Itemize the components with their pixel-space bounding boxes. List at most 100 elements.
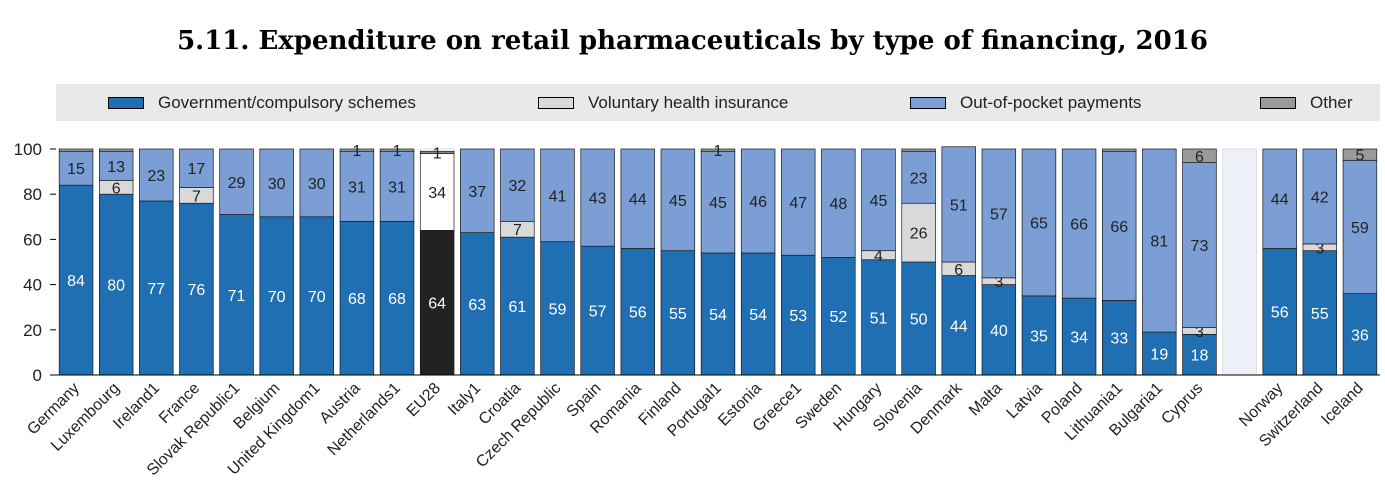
bar-segment	[299, 216, 334, 376]
data-label: 41	[549, 188, 567, 205]
category-label: Cyprus	[1158, 380, 1206, 428]
bar-segment	[58, 184, 94, 376]
data-label: 54	[709, 307, 727, 324]
legend-label-government: Government/compulsory schemes	[158, 92, 416, 112]
bar-segment	[821, 148, 856, 258]
legend-swatch-voluntary	[538, 96, 574, 109]
data-label: 34	[1070, 330, 1088, 347]
data-label: 31	[388, 179, 406, 196]
bar-segment	[339, 150, 375, 222]
bar-segment	[901, 148, 936, 152]
legend-label-out-of-pocket: Out-of-pocket payments	[960, 92, 1142, 112]
bar-segment	[299, 148, 334, 218]
data-label: 56	[1271, 305, 1289, 322]
data-label: 50	[910, 312, 928, 329]
data-label: 64	[428, 296, 446, 313]
data-label: 1	[433, 145, 442, 162]
bar-segment	[781, 254, 816, 376]
data-label: 40	[990, 323, 1008, 340]
bar-segment	[540, 148, 575, 243]
data-label: 61	[508, 299, 526, 316]
bar-segment	[98, 150, 134, 181]
data-label: 70	[268, 289, 286, 306]
bar-segment	[1262, 148, 1297, 249]
bar-segment	[620, 148, 655, 249]
category-label: Iceland	[1318, 380, 1367, 429]
bar-segment	[1342, 148, 1378, 161]
data-label: 44	[1271, 192, 1289, 209]
chart-title: 5.11. Expenditure on retail pharmaceutic…	[177, 26, 1208, 56]
bar-segment	[580, 148, 615, 247]
bar-segment	[700, 252, 736, 376]
data-label: 44	[629, 192, 647, 209]
bar-segment	[419, 230, 455, 376]
bar-segment	[339, 148, 375, 152]
data-label: 73	[1191, 238, 1209, 255]
bar-segment	[1142, 331, 1177, 376]
bar-segment	[500, 148, 535, 222]
data-label: 45	[870, 193, 888, 210]
data-label: 29	[228, 175, 246, 192]
data-label: 23	[147, 168, 165, 185]
bar-segment	[1262, 248, 1297, 376]
category-label: Malta	[966, 380, 1006, 420]
data-label: 44	[950, 318, 968, 335]
y-tick-label: 60	[23, 230, 42, 249]
bar-segment	[1182, 333, 1217, 376]
data-label: 1	[714, 143, 723, 160]
bar-segment	[660, 250, 696, 376]
legend-swatch-out-of-pocket	[910, 96, 946, 109]
legend-item-other: Other	[1260, 84, 1353, 121]
data-label: 57	[990, 206, 1008, 223]
bar-segment	[339, 220, 375, 376]
data-label: 1	[393, 143, 402, 160]
legend-swatch-other	[1260, 96, 1296, 109]
data-label: 70	[308, 289, 326, 306]
data-label: 81	[1150, 234, 1168, 251]
data-label: 55	[1311, 306, 1329, 323]
bar-segment	[98, 193, 134, 376]
bar-segment	[1142, 148, 1177, 333]
data-label: 15	[67, 161, 85, 178]
bar-segment	[660, 148, 696, 252]
data-label: 56	[629, 305, 647, 322]
data-label: 48	[829, 196, 847, 213]
data-label: 30	[268, 176, 286, 193]
data-label: 51	[950, 197, 968, 214]
data-label: 30	[308, 176, 326, 193]
data-label: 84	[67, 273, 85, 290]
data-label: 4	[874, 248, 883, 265]
legend-item-government: Government/compulsory schemes	[108, 84, 416, 121]
data-label: 55	[669, 306, 687, 323]
data-label: 42	[1311, 189, 1329, 206]
bar-segment	[179, 148, 214, 188]
bar-segment	[941, 146, 976, 263]
data-label: 66	[1070, 217, 1088, 234]
bar-segment	[259, 216, 294, 376]
bar-segment	[580, 245, 615, 376]
bar-segment	[781, 148, 816, 256]
data-label: 51	[870, 310, 888, 327]
data-label: 6	[112, 180, 121, 197]
data-label: 68	[388, 291, 406, 308]
legend-swatch-government	[108, 96, 144, 109]
bar-segment	[58, 150, 94, 186]
y-tick-label: 80	[23, 185, 42, 204]
data-label: 52	[829, 309, 847, 326]
category-label: EU28	[404, 380, 444, 420]
data-label: 59	[549, 301, 567, 318]
bar-segment	[1342, 159, 1378, 294]
y-tick-label: 40	[23, 276, 42, 295]
bar-segment	[1102, 148, 1137, 152]
bar-segment	[981, 284, 1017, 376]
bar-segment	[901, 202, 936, 263]
bar-segment	[1302, 148, 1338, 245]
data-label: 19	[1150, 347, 1168, 364]
data-label: 3	[994, 274, 1003, 291]
data-label: 45	[669, 193, 687, 210]
bar-segment	[1182, 148, 1217, 163]
bar-segment	[1061, 148, 1097, 299]
bar-segment	[1342, 293, 1378, 376]
bar-segment	[460, 148, 495, 233]
